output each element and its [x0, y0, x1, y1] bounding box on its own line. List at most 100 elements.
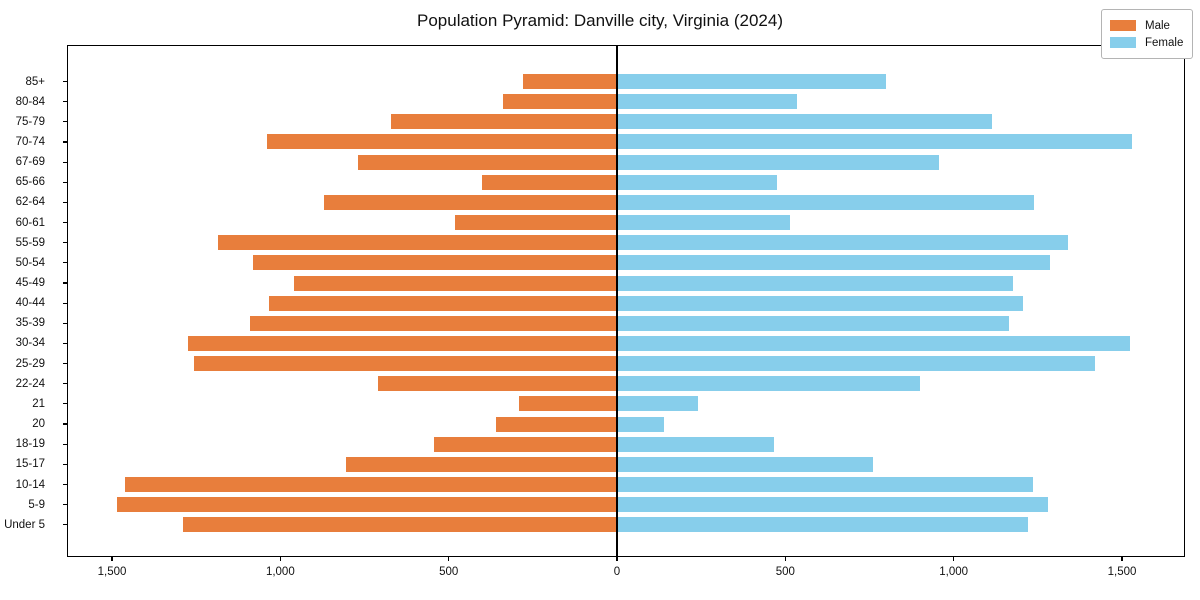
- y-tick-label: Under 5: [4, 518, 45, 531]
- y-tick-mark: [63, 383, 67, 385]
- y-tick-label: 40-44: [15, 297, 45, 310]
- female-bar-5-9: [617, 497, 1048, 513]
- x-tick-label: 1,500: [1107, 566, 1137, 578]
- y-tick-label: 85+: [25, 75, 45, 88]
- female-bar-62-64: [617, 194, 1035, 210]
- y-tick-label: 30-34: [15, 337, 45, 350]
- male-color-swatch: [1110, 20, 1136, 31]
- y-tick-label: 80-84: [15, 95, 45, 108]
- y-tick-mark: [63, 322, 67, 324]
- female-bar-70-74: [617, 134, 1133, 150]
- y-tick-label: 60-61: [15, 216, 45, 229]
- male-bar-5-9: [117, 497, 617, 513]
- male-bar-65-66: [482, 174, 617, 190]
- female-bar-22-24: [617, 376, 920, 392]
- y-tick-label: 22-24: [15, 377, 45, 390]
- x-tick-label: 0: [613, 566, 621, 578]
- legend-label-male: Male: [1145, 19, 1170, 32]
- x-tick-mark: [616, 557, 618, 561]
- female-bar-80-84: [617, 94, 798, 110]
- female-bar-Under 5: [617, 517, 1028, 533]
- y-tick-mark: [63, 363, 67, 365]
- female-bar-40-44: [617, 295, 1023, 311]
- y-tick-mark: [63, 463, 67, 465]
- female-bar-60-61: [617, 215, 791, 231]
- y-tick-mark: [63, 403, 67, 405]
- female-bar-35-39: [617, 315, 1010, 331]
- x-tick-label: 500: [439, 566, 459, 578]
- y-tick-label: 21: [32, 397, 45, 410]
- female-bar-30-34: [617, 335, 1131, 351]
- y-tick-label: 10-14: [15, 478, 45, 491]
- y-tick-label: 55-59: [15, 236, 45, 249]
- y-tick-label: 45-49: [15, 277, 45, 289]
- male-bar-25-29: [194, 356, 617, 372]
- y-tick-label: 50-54: [15, 256, 45, 269]
- chart-title: Population Pyramid: Danville city, Virgi…: [417, 11, 783, 30]
- y-tick-label: 20: [32, 418, 45, 431]
- female-bar-65-66: [617, 174, 777, 190]
- female-bar-20: [617, 416, 665, 432]
- male-bar-55-59: [218, 235, 617, 251]
- female-bar-55-59: [617, 235, 1069, 251]
- x-tick-label: 500: [775, 566, 795, 578]
- male-bar-45-49: [293, 275, 617, 291]
- y-tick-mark: [63, 101, 67, 103]
- male-bar-40-44: [268, 295, 617, 311]
- x-tick-mark: [448, 557, 450, 561]
- zero-axis-line: [616, 45, 618, 557]
- y-tick-label: 65-66: [15, 176, 45, 189]
- y-tick-mark: [63, 282, 67, 284]
- y-tick-mark: [63, 262, 67, 264]
- y-tick-label: 70-74: [15, 135, 45, 148]
- female-bar-10-14: [617, 477, 1033, 492]
- male-bar-20: [495, 416, 617, 432]
- male-bar-67-69: [357, 154, 617, 170]
- male-bar-85+: [522, 74, 617, 89]
- y-tick-mark: [63, 181, 67, 183]
- legend: Male Female: [1101, 9, 1193, 59]
- y-tick-mark: [63, 221, 67, 224]
- x-tick-label: 1,500: [97, 566, 127, 578]
- male-bar-75-79: [391, 114, 617, 130]
- male-bar-80-84: [502, 94, 617, 110]
- x-tick-mark: [279, 557, 281, 561]
- female-bar-21: [617, 396, 698, 412]
- y-tick-mark: [63, 80, 67, 83]
- y-tick-label: 35-39: [15, 317, 45, 330]
- y-tick-label: 67-69: [15, 156, 45, 169]
- x-tick-label: 1,000: [939, 566, 969, 578]
- female-color-swatch: [1110, 37, 1136, 48]
- y-tick-mark: [63, 504, 67, 506]
- legend-label-female: Female: [1145, 36, 1184, 49]
- y-tick-label: 15-17: [15, 458, 45, 471]
- y-tick-label: 62-64: [15, 196, 45, 209]
- male-bar-15-17: [345, 456, 617, 472]
- female-bar-67-69: [617, 154, 939, 170]
- x-tick-label: 1,000: [265, 566, 295, 578]
- female-bar-50-54: [617, 255, 1050, 271]
- y-tick-mark: [63, 121, 67, 123]
- legend-entry-male: Male: [1110, 17, 1184, 34]
- male-bar-30-34: [187, 335, 617, 351]
- female-bar-75-79: [617, 114, 993, 130]
- y-tick-label: 25-29: [15, 357, 45, 370]
- y-tick-mark: [63, 242, 67, 244]
- y-tick-label: 75-79: [15, 115, 45, 128]
- y-tick-mark: [63, 161, 67, 163]
- male-bar-18-19: [433, 436, 617, 452]
- y-tick-mark: [63, 423, 67, 425]
- x-tick-mark: [111, 557, 113, 561]
- legend-entry-female: Female: [1110, 34, 1184, 51]
- male-bar-21: [519, 396, 617, 412]
- y-tick-mark: [63, 443, 67, 445]
- plot-area: 85+ 80-84 75-79 70-74 67-69 65-66 62-64 60-61 55…: [4, 45, 1185, 578]
- y-tick-label: 5-9: [28, 498, 45, 511]
- y-tick-mark: [63, 302, 67, 304]
- x-tick-mark: [1121, 557, 1123, 561]
- female-bar-15-17: [617, 456, 873, 472]
- x-tick-mark: [953, 557, 955, 561]
- female-bar-45-49: [617, 275, 1013, 291]
- female-bar-85+: [617, 74, 887, 89]
